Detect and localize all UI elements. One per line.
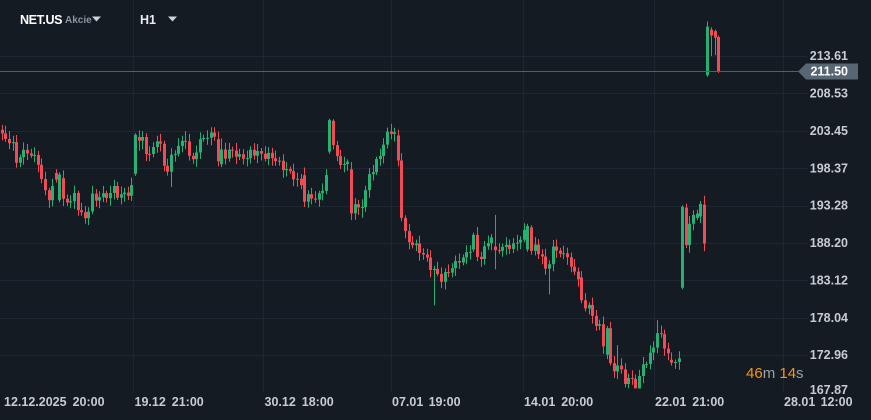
svg-text:Akcie: Akcie [65, 15, 92, 26]
svg-text:46m 14s: 46m 14s [746, 365, 804, 382]
svg-text:178.04: 178.04 [810, 311, 848, 325]
svg-text:198.37: 198.37 [810, 161, 848, 175]
svg-text:208.53: 208.53 [810, 87, 848, 101]
svg-text:NET.US: NET.US [20, 13, 62, 27]
svg-text:193.28: 193.28 [810, 199, 848, 213]
svg-text:213.61: 213.61 [810, 49, 848, 63]
svg-text:203.45: 203.45 [810, 124, 848, 138]
svg-text:167.87: 167.87 [810, 383, 848, 397]
svg-text:H1: H1 [140, 13, 156, 27]
svg-text:172.96: 172.96 [810, 348, 848, 362]
svg-text:188.20: 188.20 [810, 236, 848, 250]
svg-text:211.50: 211.50 [810, 65, 848, 79]
svg-text:183.12: 183.12 [810, 273, 848, 287]
